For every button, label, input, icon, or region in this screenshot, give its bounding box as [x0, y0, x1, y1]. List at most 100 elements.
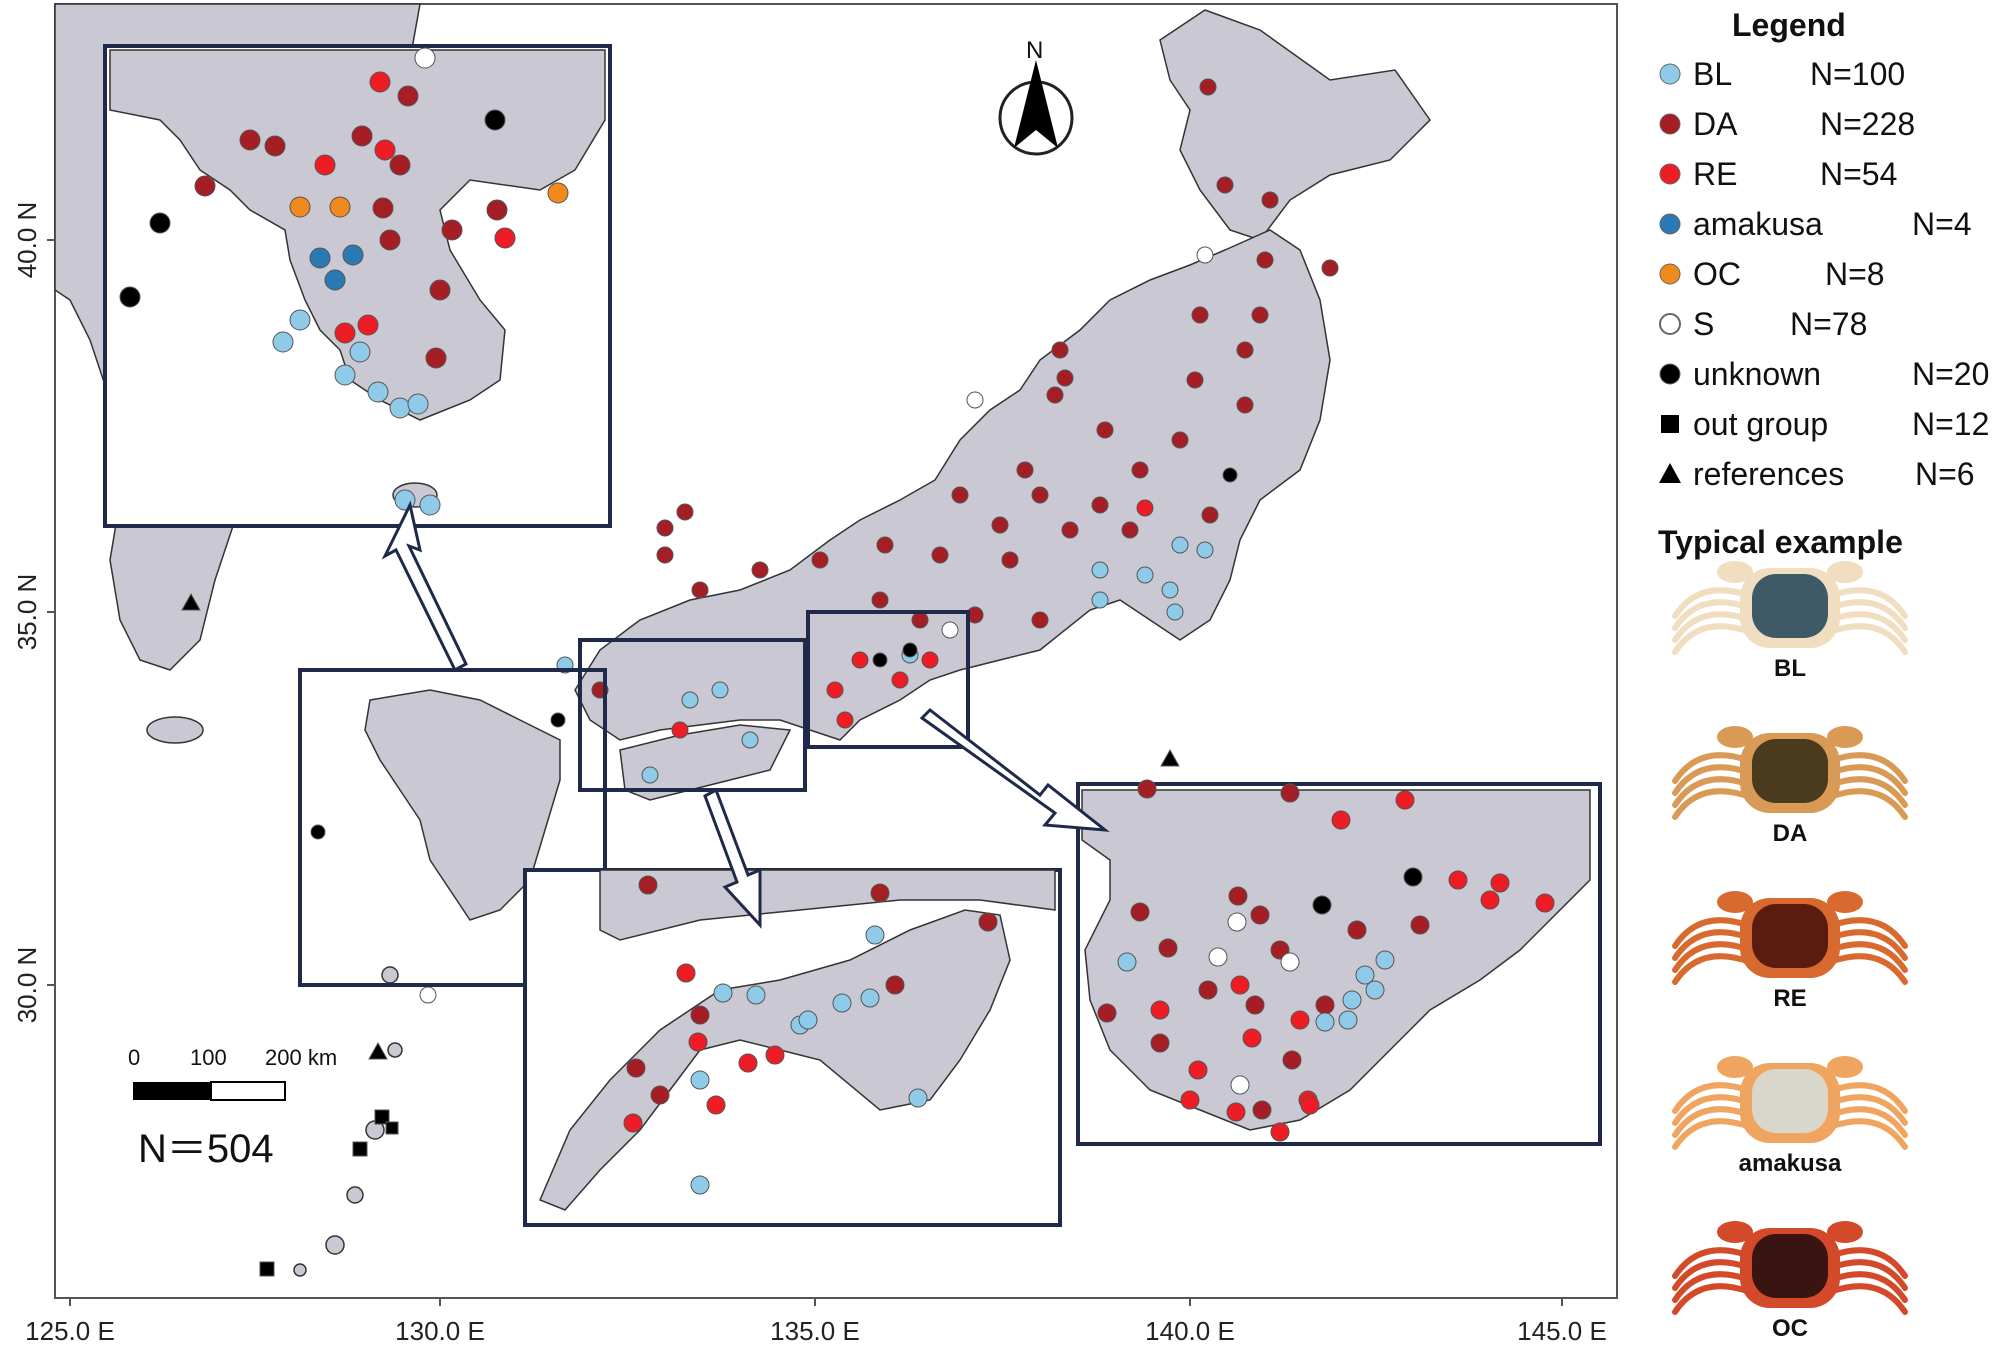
legend-item-BL: BL N=100: [1659, 56, 1905, 92]
point-da: [656, 546, 674, 564]
legend-item-name: BL: [1693, 56, 1732, 92]
legend-item-DA: DA N=228: [1659, 106, 1915, 142]
point-da: [691, 581, 709, 599]
point-re: [826, 681, 844, 699]
point-da: [1061, 521, 1079, 539]
point-da: [1191, 306, 1209, 324]
point-da: [1236, 396, 1254, 414]
point-da: [1261, 191, 1279, 209]
point-out-group: [374, 1109, 390, 1125]
legend: Legend BL N=100 DA N=228 RE N=54 amakusa N=4 OC N…: [1659, 7, 1989, 492]
legend-item-out-group: out group N=12: [1661, 406, 1989, 442]
legend-items: BL N=100 DA N=228 RE N=54 amakusa N=4 OC N=8 S N=78…: [1659, 56, 1989, 492]
point-bl: [1196, 541, 1214, 559]
typical-example: Typical example BL DA RE amakusa OC: [1658, 524, 1908, 1342]
crab-example-RE: RE: [1672, 891, 1908, 1012]
x-axis: 125.0 E 130.0 E 135.0 E 140.0 E 145.0 E: [25, 1298, 1607, 1346]
point-da: [931, 546, 949, 564]
legend-item-count: N=20: [1912, 356, 1989, 392]
crab-label: DA: [1773, 820, 1808, 847]
legend-item-count: N=6: [1915, 456, 1975, 492]
point-bl: [1171, 536, 1189, 554]
crab-example-amakusa: amakusa: [1672, 1056, 1908, 1177]
point-reference: [1160, 748, 1180, 767]
inset-kii-detail: [1076, 779, 1602, 1146]
point-da: [1321, 259, 1339, 277]
inset-kyushu-box: [298, 668, 607, 987]
kyushu: [364, 689, 561, 921]
legend-item-name: amakusa: [1693, 206, 1823, 242]
point-da: [911, 611, 929, 629]
point-unknown: [310, 824, 326, 840]
legend-item-name: OC: [1693, 256, 1741, 292]
point-bl: [1091, 591, 1109, 609]
legend-item-name: references: [1693, 456, 1844, 492]
y-axis: 40.0 N 35.0 N 30.0 N: [12, 202, 55, 1024]
legend-item-S: S N=78: [1659, 306, 1867, 342]
point-da: [1256, 251, 1274, 269]
inset-shikoku-box: [578, 638, 807, 792]
legend-item-amakusa: amakusa N=4: [1659, 206, 1972, 242]
legend-marker: [1659, 313, 1681, 335]
legend-item-name: DA: [1693, 106, 1738, 142]
point-da: [1096, 421, 1114, 439]
point-re: [671, 721, 689, 739]
legend-item-name: out group: [1693, 406, 1828, 442]
point-da: [1216, 176, 1234, 194]
legend-marker: [1659, 113, 1681, 135]
honshu: [574, 229, 1331, 741]
legend-marker: [1659, 463, 1681, 483]
inset-kii-box: [806, 610, 970, 749]
y-tick-label: 30.0 N: [12, 947, 42, 1024]
point-da: [871, 591, 889, 609]
point-bl: [641, 766, 659, 784]
legend-item-count: N=78: [1790, 306, 1867, 342]
point-s: [419, 986, 437, 1004]
legend-item-name: RE: [1693, 156, 1737, 192]
point-da: [1046, 386, 1064, 404]
typical-crabs: BL DA RE amakusa OC: [1672, 561, 1908, 1342]
point-unknown: [550, 712, 566, 728]
point-s: [966, 391, 984, 409]
inset-shikoku-detail: [523, 868, 1062, 1227]
x-tick-label: 125.0 E: [25, 1316, 115, 1346]
x-tick-label: 130.0 E: [395, 1316, 485, 1346]
legend-item-references: references N=6: [1659, 456, 1975, 492]
inset-arrows: [381, 500, 1110, 929]
legend-title: Legend: [1732, 7, 1846, 43]
crab-example-DA: DA: [1672, 726, 1908, 847]
scale-label-0: 0: [128, 1045, 140, 1070]
main-map-points: [181, 78, 1339, 1277]
point-re: [836, 711, 854, 729]
legend-item-name: S: [1693, 306, 1714, 342]
point-out-group: [259, 1261, 275, 1277]
point-bl: [711, 681, 729, 699]
point-da: [676, 503, 694, 521]
point-s: [1196, 246, 1214, 264]
legend-marker: [1659, 263, 1681, 285]
point-da: [656, 519, 674, 537]
island: [293, 1263, 307, 1277]
legend-item-name: unknown: [1693, 356, 1821, 392]
point-bl: [1161, 581, 1179, 599]
total-count: N＝504: [138, 1127, 274, 1171]
legend-item-count: N=12: [1912, 406, 1989, 442]
arrow-to-kyushu-inset: [381, 500, 468, 673]
point-da: [1016, 461, 1034, 479]
legend-item-OC: OC N=8: [1659, 256, 1885, 292]
y-tick-label: 35.0 N: [12, 574, 42, 651]
point-da: [991, 516, 1009, 534]
point-da: [811, 551, 829, 569]
point-da: [1031, 611, 1049, 629]
point-re: [1136, 499, 1154, 517]
point-da: [1031, 486, 1049, 504]
point-da: [1051, 341, 1069, 359]
arrow-to-kii-inset: [919, 708, 1110, 832]
point-out-group: [352, 1141, 368, 1157]
y-tick-label: 40.0 N: [12, 202, 42, 279]
point-da: [1131, 461, 1149, 479]
legend-item-RE: RE N=54: [1659, 156, 1897, 192]
point-unknown: [1222, 467, 1238, 483]
point-reference: [368, 1041, 388, 1060]
